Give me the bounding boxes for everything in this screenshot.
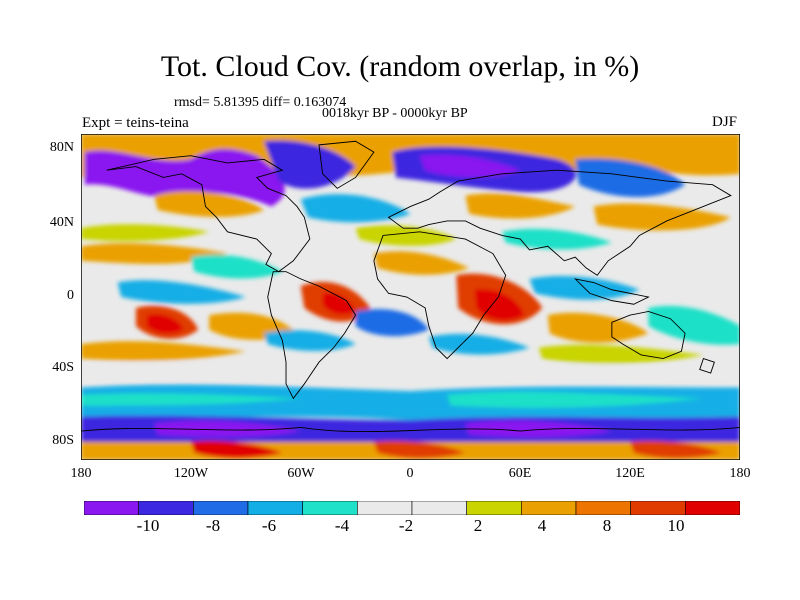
lat-tick-0: 0 <box>67 288 74 303</box>
lon-tick-180w: 180 <box>70 466 92 481</box>
colorbar-label: -2 <box>398 516 414 535</box>
lat-tick-80n: 80N <box>49 140 74 155</box>
colorbar <box>84 501 740 515</box>
colorbar-box <box>193 501 249 515</box>
colorbar-box <box>685 501 740 515</box>
lon-tick-0: 0 <box>406 466 414 481</box>
colorbar-label: -8 <box>205 516 221 535</box>
colorbar-label: 10 <box>667 516 685 535</box>
colorbar-box <box>466 501 522 515</box>
colorbar-box <box>630 501 686 515</box>
colorbar-label: -6 <box>261 516 277 535</box>
lon-tick-180e: 180 <box>729 466 751 481</box>
colorbar-label: 2 <box>473 516 483 535</box>
colorbar-box <box>575 501 631 515</box>
colorbar-label: 4 <box>537 516 547 535</box>
lat-tick-40s: 40S <box>52 360 74 375</box>
coastlines <box>81 140 740 433</box>
lon-tick-120e: 120E <box>615 466 645 481</box>
colorbar-box <box>411 501 467 515</box>
lon-tick-60w: 60W <box>287 466 315 481</box>
colorbar-label: -10 <box>136 516 160 535</box>
lon-tick-60e: 60E <box>508 466 532 481</box>
colorbar-box <box>521 501 577 515</box>
colorbar-label: 8 <box>602 516 612 535</box>
colorbar-label: -4 <box>334 516 350 535</box>
colorbar-box <box>84 501 139 515</box>
stats-line: rmsd= 5.81395 diff= 0.163074 <box>174 95 347 110</box>
season-label: DJF <box>712 114 738 130</box>
period-line: 0018kyr BP - 0000kyr BP <box>322 106 468 121</box>
experiment-label: Expt = teins-teina <box>82 115 189 131</box>
colorbar-box <box>357 501 413 515</box>
plot-title: Tot. Cloud Cov. (random overlap, in %) <box>160 50 640 83</box>
lat-tick-80s: 80S <box>52 433 74 448</box>
lon-tick-120w: 120W <box>173 466 209 481</box>
lat-tick-40n: 40N <box>49 215 74 230</box>
cloud-cover-difference-map <box>81 134 740 460</box>
colorbar-box <box>302 501 358 515</box>
colorbar-box <box>138 501 194 515</box>
colorbar-box <box>247 501 303 515</box>
